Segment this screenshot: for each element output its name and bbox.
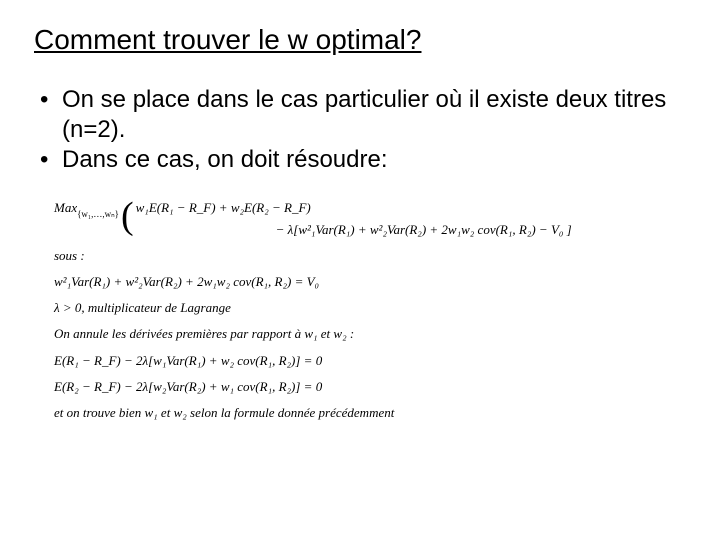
max-label: Max [54, 200, 77, 215]
objective-line-1: w₁E(R₁ − R_F) + w₂E(R₂ − R_F) [136, 197, 572, 219]
first-order-condition-2: E(R₂ − R_F) − 2λ[w₂Var(R₂) + w₁ cov(R₁, … [54, 376, 686, 398]
sous-label: sous : [54, 245, 686, 267]
max-operator: Max{w₁,…,wₙ} [54, 197, 119, 221]
derivative-intro: On annule les dérivées premières par rap… [54, 323, 686, 345]
bullet-list: On se place dans le cas particulier où i… [34, 85, 686, 175]
bullet-text: On se place dans le cas particulier où i… [62, 86, 666, 143]
objective-expression: Max{w₁,…,wₙ} ( w₁E(R₁ − R_F) + w₂E(R₂ − … [54, 197, 686, 241]
conclusion-line: et on trouve bien w₁ et w₂ selon la form… [54, 402, 686, 424]
max-subscript: {w₁,…,wₙ} [77, 209, 119, 219]
first-order-condition-1: E(R₁ − R_F) − 2λ[w₁Var(R₁) + w₂ cov(R₁, … [54, 350, 686, 372]
slide: Comment trouver le w optimal? On se plac… [0, 0, 720, 540]
bullet-item: Dans ce cas, on doit résoudre: [34, 145, 686, 175]
slide-title: Comment trouver le w optimal? [34, 22, 686, 57]
lambda-condition: λ > 0, multiplicateur de Lagrange [54, 297, 686, 319]
variance-constraint: w²₁Var(R₁) + w²₂Var(R₂) + 2w₁w₂ cov(R₁, … [54, 271, 686, 293]
objective-body: w₁E(R₁ − R_F) + w₂E(R₂ − R_F) − λ[w²₁Var… [136, 197, 572, 241]
math-block: Max{w₁,…,wₙ} ( w₁E(R₁ − R_F) + w₂E(R₂ − … [54, 197, 686, 424]
left-paren-icon: ( [121, 197, 134, 233]
bullet-item: On se place dans le cas particulier où i… [34, 85, 686, 145]
objective-line-2: − λ[w²₁Var(R₁) + w²₂Var(R₂) + 2w₁w₂ cov(… [136, 219, 572, 241]
bullet-text: Dans ce cas, on doit résoudre: [62, 146, 388, 173]
